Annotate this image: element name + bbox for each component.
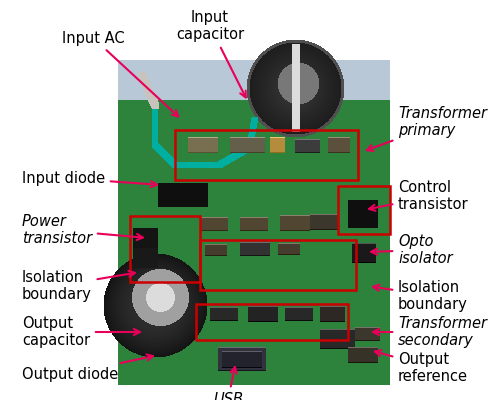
Bar — [200, 240, 356, 290]
Text: Isolation
boundary: Isolation boundary — [22, 270, 135, 302]
Bar — [130, 216, 200, 282]
Bar — [338, 186, 390, 234]
Text: Transformer
secondary: Transformer secondary — [373, 316, 487, 348]
Text: USB: USB — [213, 367, 243, 400]
Text: Output
reference: Output reference — [375, 350, 468, 384]
Text: Input diode: Input diode — [22, 170, 157, 187]
Text: Power
transistor: Power transistor — [22, 214, 143, 246]
Text: Output diode: Output diode — [22, 354, 153, 382]
Text: Opto
isolator: Opto isolator — [371, 234, 452, 266]
Text: Output
capacitor: Output capacitor — [22, 316, 140, 348]
Bar — [175, 130, 358, 180]
Bar — [196, 304, 348, 340]
Text: Isolation
boundary: Isolation boundary — [373, 280, 468, 312]
Text: Input AC: Input AC — [62, 30, 178, 116]
Text: Control
transistor: Control transistor — [369, 180, 468, 212]
Text: Transformer
primary: Transformer primary — [367, 106, 487, 151]
Text: Input
capacitor: Input capacitor — [176, 10, 246, 98]
